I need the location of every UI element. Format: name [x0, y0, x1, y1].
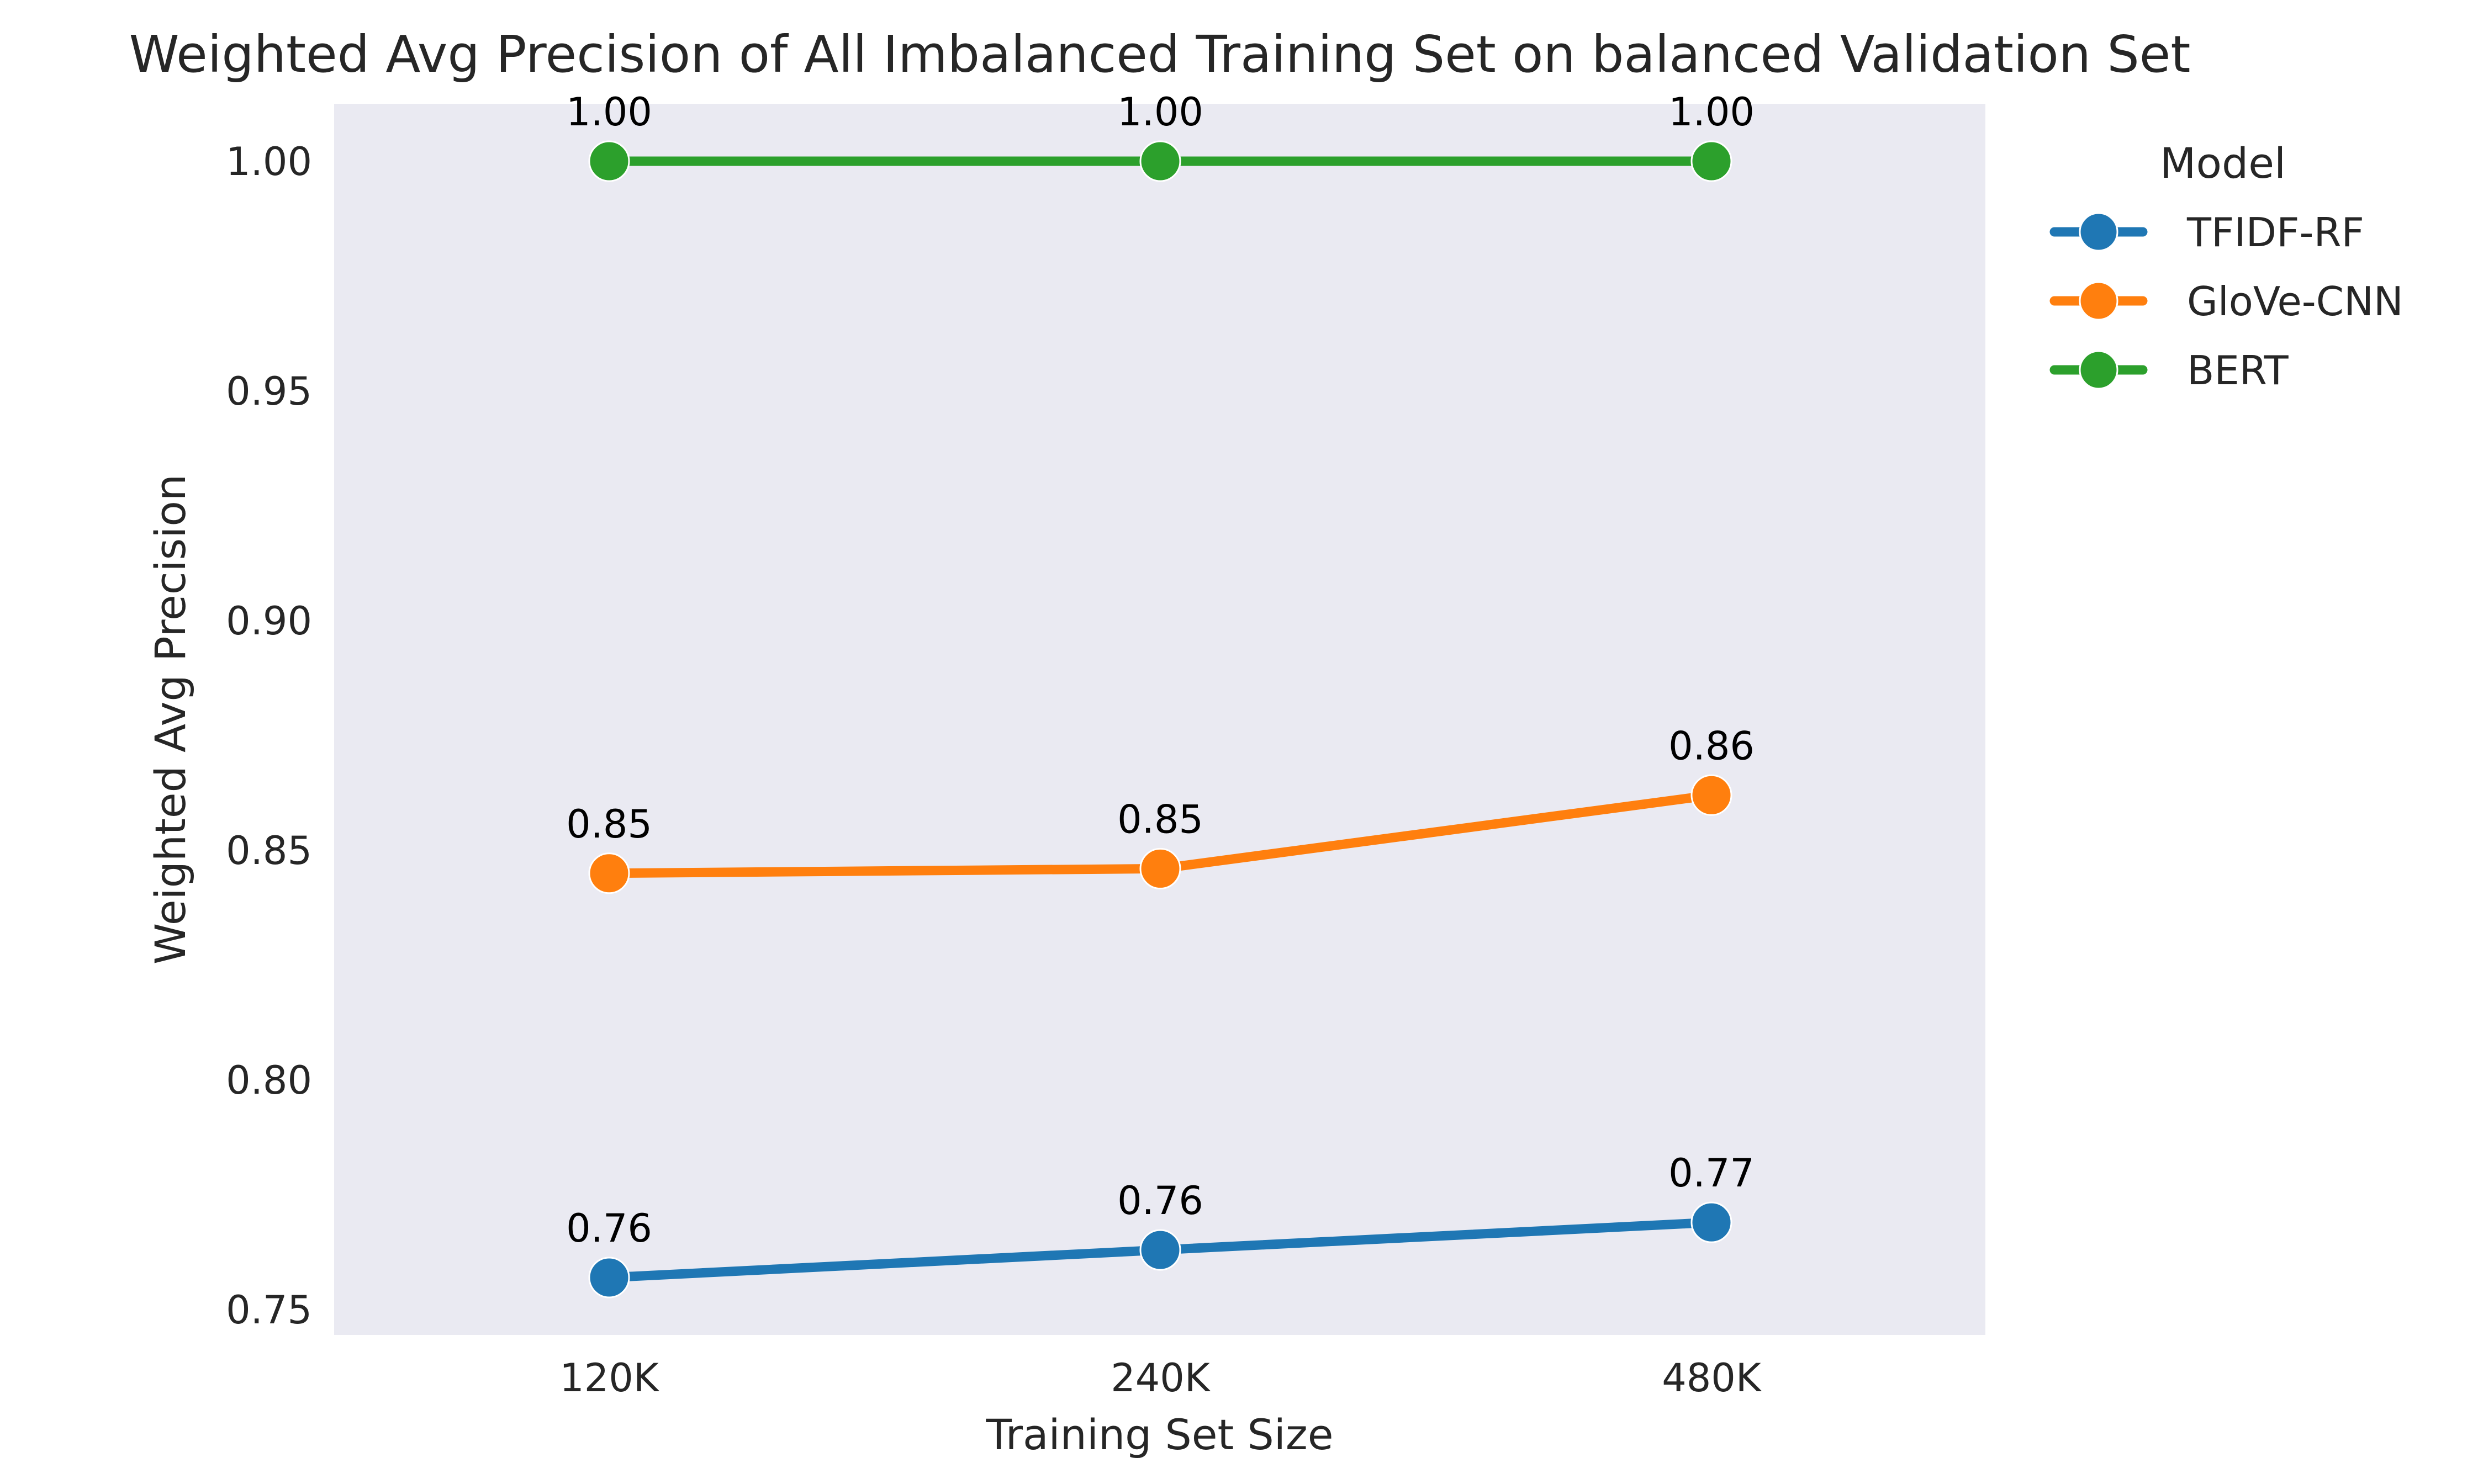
plot-area	[334, 104, 1985, 1335]
data-label: 1.00	[566, 89, 652, 135]
legend-label: GloVe-CNN	[2187, 278, 2403, 325]
y-tick-label: 0.75	[226, 1287, 312, 1333]
series-glove-cnn	[588, 774, 1732, 894]
data-label: 1.00	[1117, 89, 1203, 135]
data-label: 0.77	[1668, 1151, 1755, 1196]
data-point	[1690, 774, 1732, 816]
legend-marker	[2079, 350, 2118, 390]
legend-label: TFIDF-RF	[2186, 209, 2364, 256]
data-point	[588, 140, 630, 182]
x-axis-ticks: 120K 240K 480K	[559, 1355, 1762, 1401]
legend-label: BERT	[2187, 347, 2289, 394]
x-tick-label: 240K	[1111, 1355, 1211, 1401]
legend-title: Model	[2160, 139, 2286, 188]
legend-item: GloVe-CNN	[2049, 278, 2403, 325]
x-axis-label: Training Set Size	[985, 1410, 1333, 1459]
y-tick-label: 0.95	[226, 369, 312, 414]
data-labels: 0.76 0.76 0.77 0.85 0.85 0.86 1.00 1.00 1.00	[566, 89, 1755, 1251]
legend-item: BERT	[2049, 347, 2289, 394]
data-point	[1139, 847, 1181, 889]
data-point	[588, 852, 630, 894]
data-label: 0.85	[566, 802, 652, 847]
y-axis-label: Weighted Avg Precision	[146, 474, 195, 964]
y-tick-label: 1.00	[226, 139, 312, 184]
data-point	[1139, 140, 1181, 182]
legend-marker	[2079, 212, 2118, 252]
y-tick-label: 0.80	[226, 1058, 312, 1103]
data-point	[1690, 1201, 1732, 1243]
x-tick-label: 480K	[1662, 1355, 1762, 1401]
x-tick-label: 120K	[559, 1355, 660, 1401]
chart-title: Weighted Avg Precision of All Imbalanced…	[129, 25, 2191, 84]
series-tfidf-rf	[588, 1201, 1732, 1298]
legend: Model TFIDF-RF GloVe-CNN BERT	[2049, 139, 2403, 394]
data-label: 0.76	[566, 1206, 652, 1251]
legend-item: TFIDF-RF	[2049, 209, 2364, 256]
legend-items: TFIDF-RF GloVe-CNN BERT	[2049, 209, 2403, 394]
y-tick-label: 0.90	[226, 598, 312, 644]
data-label: 1.00	[1668, 89, 1755, 135]
data-label: 0.85	[1117, 797, 1203, 842]
legend-marker	[2079, 281, 2118, 321]
data-point	[1139, 1229, 1181, 1271]
y-axis-ticks: 0.75 0.80 0.85 0.90 0.95 1.00	[226, 139, 312, 1333]
data-label: 0.76	[1117, 1178, 1203, 1223]
series-bert	[588, 140, 1732, 182]
data-point	[588, 1257, 630, 1298]
series-layer	[588, 140, 1732, 1298]
data-point	[1690, 140, 1732, 182]
y-tick-label: 0.85	[226, 828, 312, 873]
data-label: 0.86	[1668, 723, 1755, 768]
